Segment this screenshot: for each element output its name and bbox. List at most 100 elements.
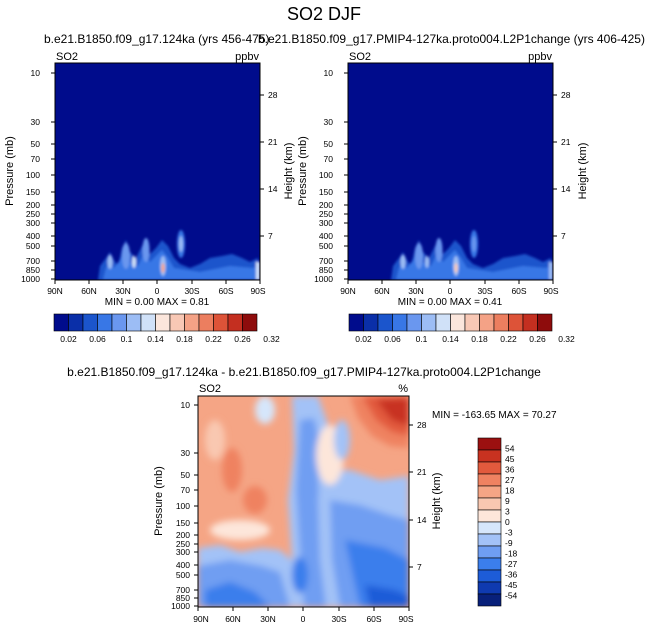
ytick: 700 xyxy=(26,256,40,266)
xtick: 90N xyxy=(193,614,209,624)
panel-3-x-axis: 90N 60N 30N 0 30S 60S 90S xyxy=(193,607,414,624)
colorbar-label: -18 xyxy=(505,549,518,559)
colorbar-swatch xyxy=(82,313,98,332)
colorbar-swatch xyxy=(522,313,538,332)
panel-2-stats: MIN = 0.00 MAX = 0.41 xyxy=(398,297,503,308)
panel-2-y-axis: 10 30 50 70 100 150 200 250 300 400 500 … xyxy=(297,68,348,284)
ytick: 400 xyxy=(26,231,40,241)
colorbar-swatch xyxy=(464,313,480,332)
colorbar-swatch xyxy=(363,313,379,332)
ytick: 1000 xyxy=(21,274,40,284)
colorbar-label: 9 xyxy=(505,496,510,506)
ytick: 70 xyxy=(324,154,334,164)
xtick: 0 xyxy=(155,286,160,296)
ytick-right: 21 xyxy=(417,467,427,477)
ytick: 300 xyxy=(319,218,333,228)
panel-2-background xyxy=(348,63,553,280)
xtick: 30N xyxy=(260,614,276,624)
ytick: 100 xyxy=(319,170,333,180)
xtick: 30S xyxy=(184,286,199,296)
colorbar-swatch xyxy=(477,545,502,559)
colorbar-label: 0.32 xyxy=(263,334,280,344)
colorbar-swatch xyxy=(406,313,422,332)
colorbar-swatch xyxy=(477,437,502,451)
panel-2: SO2 ppbv 10 30 50 70 100 150 200 250 30 xyxy=(297,51,589,344)
ytick: 850 xyxy=(26,265,40,275)
ytick-right: 28 xyxy=(268,90,278,100)
colorbar-swatch xyxy=(198,313,214,332)
ytick-right: 28 xyxy=(417,420,427,430)
panel-3-ylabel: Pressure (mb) xyxy=(153,466,165,536)
colorbar-label: 0.06 xyxy=(89,334,106,344)
xtick: 30N xyxy=(408,286,424,296)
colorbar-label: 0.14 xyxy=(147,334,164,344)
colorbar-swatch xyxy=(155,313,171,332)
colorbar-swatch xyxy=(97,313,113,332)
panel-3-units: % xyxy=(398,383,408,395)
panel-1: SO2 ppbv 10 30 50 70 100 150 200 250 xyxy=(4,51,295,344)
colorbar-label: -9 xyxy=(505,538,513,548)
ytick: 500 xyxy=(176,570,190,580)
ytick: 100 xyxy=(26,170,40,180)
colorbar-label: 27 xyxy=(505,475,515,485)
ytick: 50 xyxy=(31,139,41,149)
xtick: 60N xyxy=(225,614,241,624)
ytick: 1000 xyxy=(314,274,333,284)
ytick-right: 7 xyxy=(417,562,422,572)
xtick: 90S xyxy=(250,286,265,296)
xtick: 60S xyxy=(218,286,233,296)
xtick: 60S xyxy=(511,286,526,296)
ytick: 50 xyxy=(181,470,191,480)
ytick: 250 xyxy=(176,539,190,549)
colorbar-label: 45 xyxy=(505,454,515,464)
colorbar-swatch xyxy=(392,313,408,332)
ytick: 400 xyxy=(319,231,333,241)
colorbar-label: 0.02 xyxy=(60,334,77,344)
colorbar-swatch xyxy=(477,485,502,499)
ytick-right: 14 xyxy=(268,184,278,194)
colorbar-swatch xyxy=(537,313,553,332)
colorbar-swatch xyxy=(477,593,502,607)
colorbar-swatch xyxy=(477,521,502,535)
panel-2-ylabel: Pressure (mb) xyxy=(297,136,309,206)
colorbar-swatch xyxy=(477,497,502,511)
panel-2-title: b.e21.B1850.f09_g17.PMIP4-127ka.proto004… xyxy=(258,32,645,46)
xtick: 0 xyxy=(448,286,453,296)
ytick: 150 xyxy=(26,187,40,197)
ytick: 10 xyxy=(31,68,41,78)
colorbar-label: 0.18 xyxy=(176,334,193,344)
ytick-right: 7 xyxy=(268,231,273,241)
colorbar-swatch xyxy=(477,509,502,523)
colorbar-label: 36 xyxy=(505,465,515,475)
xtick: 30S xyxy=(477,286,492,296)
colorbar-label: 0.1 xyxy=(416,334,428,344)
panel-1-colorbar: 0.02 0.06 0.1 0.14 0.18 0.22 0.26 0.32 xyxy=(53,313,280,344)
colorbar-label: 0.1 xyxy=(121,334,133,344)
ytick: 200 xyxy=(176,530,190,540)
colorbar-swatch xyxy=(477,569,502,583)
colorbar-label: 0 xyxy=(505,517,510,527)
xtick: 90N xyxy=(340,286,356,296)
colorbar-swatch xyxy=(242,313,258,332)
panel-1-x-axis: 90N 60N 30N 0 30S 60S 90S xyxy=(47,280,266,296)
colorbar-swatch xyxy=(169,313,185,332)
ytick: 300 xyxy=(26,218,40,228)
panel-1-y-axis: 10 30 50 70 100 150 200 250 300 400 500 … xyxy=(4,68,55,284)
colorbar-swatch xyxy=(477,473,502,487)
xtick: 30N xyxy=(115,286,131,296)
ytick: 150 xyxy=(319,187,333,197)
colorbar-swatch xyxy=(477,533,502,547)
panel-1-ylabel-right: Height (km) xyxy=(283,143,295,200)
xtick: 60N xyxy=(374,286,390,296)
colorbar-swatch xyxy=(508,313,524,332)
colorbar-label: 54 xyxy=(505,444,515,454)
colorbar-label: -36 xyxy=(505,570,518,580)
colorbar-swatch xyxy=(377,313,393,332)
ytick-right: 14 xyxy=(417,515,427,525)
panel-3-stats: MIN = -163.65 MAX = 70.27 xyxy=(432,410,557,421)
ytick-right: 21 xyxy=(268,137,278,147)
panel-3-title: b.e21.B1850.f09_g17.124ka - b.e21.B1850.… xyxy=(67,365,541,379)
panel-1-units: ppbv xyxy=(235,51,259,63)
panel-3-variable: SO2 xyxy=(199,383,221,395)
panel-1-title: b.e21.B1850.f09_g17.124ka (yrs 456-475) xyxy=(44,32,270,46)
